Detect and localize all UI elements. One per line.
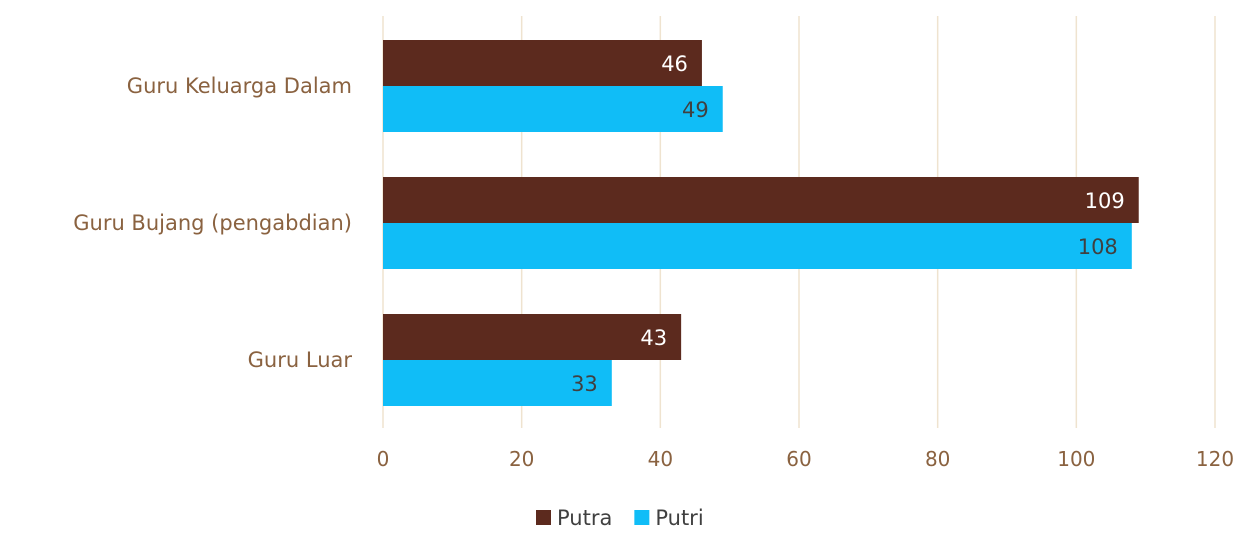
- bar-putra: [383, 40, 702, 86]
- bar-putri: [383, 86, 723, 132]
- x-tick-label: 100: [1057, 447, 1095, 471]
- bar-putri: [383, 360, 612, 406]
- bar-putra: [383, 314, 682, 360]
- data-label-putri: 33: [571, 372, 598, 396]
- data-label-putra: 46: [661, 52, 688, 76]
- category-label: Guru Keluarga Dalam: [127, 74, 352, 98]
- category-label: Guru Bujang (pengabdian): [73, 211, 352, 235]
- legend-swatch-putri: [634, 510, 650, 525]
- bar-putri: [383, 223, 1132, 269]
- data-label-putra: 43: [640, 326, 667, 350]
- data-label-putra: 109: [1085, 189, 1125, 213]
- bars: 46 49 109 108 43 33: [383, 40, 1139, 406]
- bar-putra: [383, 177, 1139, 223]
- legend-label-putra: Putra: [557, 506, 612, 530]
- legend-label-putri: Putri: [655, 506, 703, 530]
- x-axis-ticks: 0 20 40 60 80 100 120: [377, 447, 1234, 471]
- x-tick-label: 120: [1196, 447, 1234, 471]
- data-label-putri: 49: [682, 98, 709, 122]
- legend: Putra Putri: [536, 506, 704, 530]
- category-label: Guru Luar: [248, 348, 353, 372]
- category-labels: Guru Keluarga Dalam Guru Bujang (pengabdi…: [73, 74, 352, 372]
- legend-swatch-putra: [536, 510, 551, 525]
- data-label-putri: 108: [1078, 235, 1118, 259]
- x-tick-label: 80: [925, 447, 950, 471]
- x-tick-label: 0: [377, 447, 390, 471]
- x-tick-label: 40: [648, 447, 673, 471]
- x-tick-label: 20: [509, 447, 534, 471]
- x-tick-label: 60: [786, 447, 811, 471]
